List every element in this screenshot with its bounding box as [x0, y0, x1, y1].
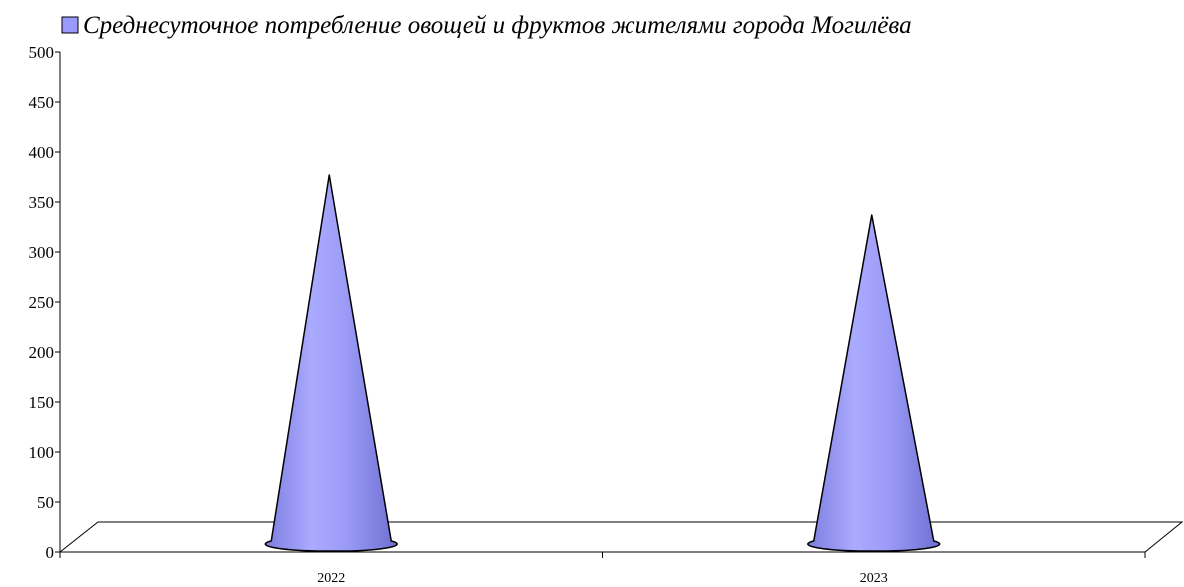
y-tick-label: 350: [29, 193, 55, 212]
y-tick-label: 500: [29, 43, 55, 62]
y-tick-label: 400: [29, 143, 55, 162]
cone-2023: [807, 214, 941, 552]
x-tick-label: 2022: [317, 571, 345, 586]
legend-swatch: [61, 16, 79, 34]
y-tick-label: 50: [37, 493, 54, 512]
y-tick-label: 200: [29, 343, 55, 362]
y-tick-label: 450: [29, 93, 55, 112]
y-tick-label: 100: [29, 443, 55, 462]
cone-series: [264, 174, 941, 552]
x-tick-label: 2023: [860, 571, 888, 586]
cone-2022: [264, 174, 398, 552]
y-tick-label: 0: [46, 543, 55, 562]
x-ticks: 2022 2023: [59, 552, 1146, 586]
y-tick-label: 300: [29, 243, 55, 262]
legend: Среднесуточное потребление овощей и фрук…: [61, 12, 912, 39]
y-ticks: 0 50 100 150 200 250 300 350 400 450 500: [29, 43, 60, 562]
y-tick-label: 150: [29, 393, 55, 412]
chart-floor: [58, 521, 1184, 553]
y-tick-label: 250: [29, 293, 55, 312]
legend-label: Среднесуточное потребление овощей и фрук…: [83, 12, 912, 39]
